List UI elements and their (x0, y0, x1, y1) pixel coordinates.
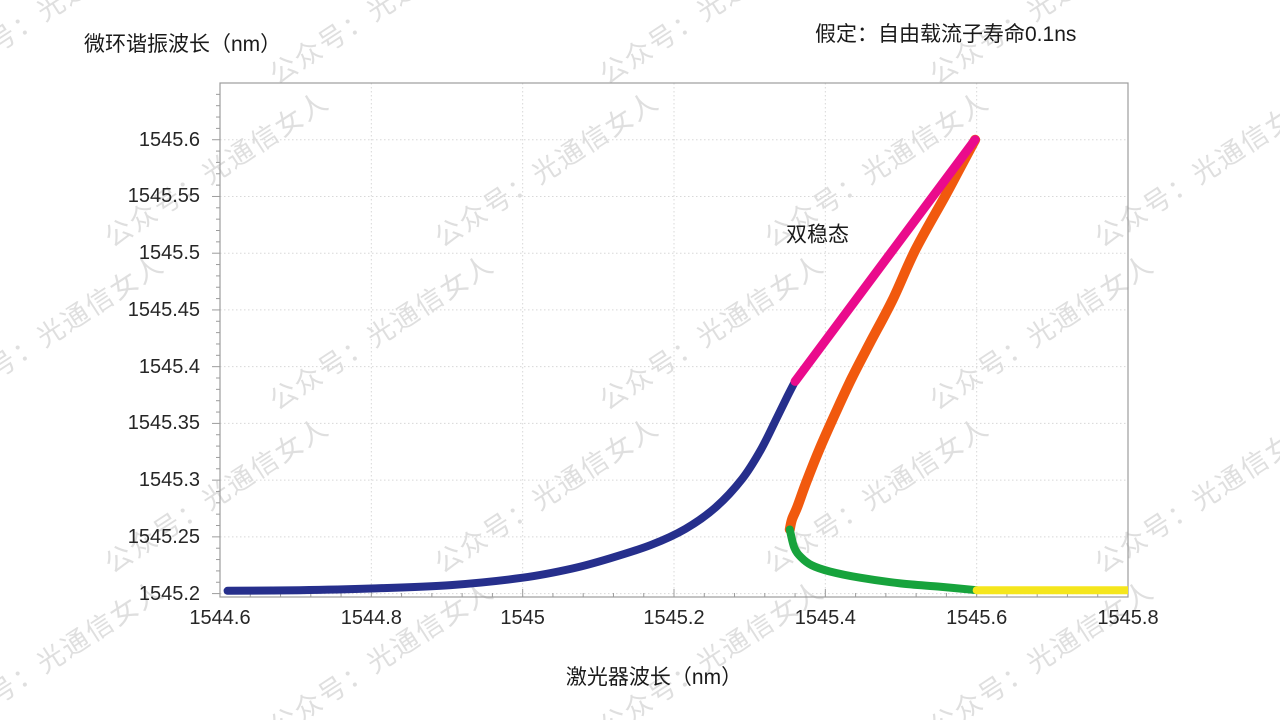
series-lower-stable-bistable-branch (785, 525, 981, 595)
series-lower-stable-left-branch (223, 377, 800, 595)
bistable-annotation: 双稳态 (786, 224, 849, 247)
series-unstable-middle-branch (784, 134, 981, 535)
series-upper-stable-bistable-branch (790, 135, 980, 386)
plot-border (219, 82, 1129, 598)
